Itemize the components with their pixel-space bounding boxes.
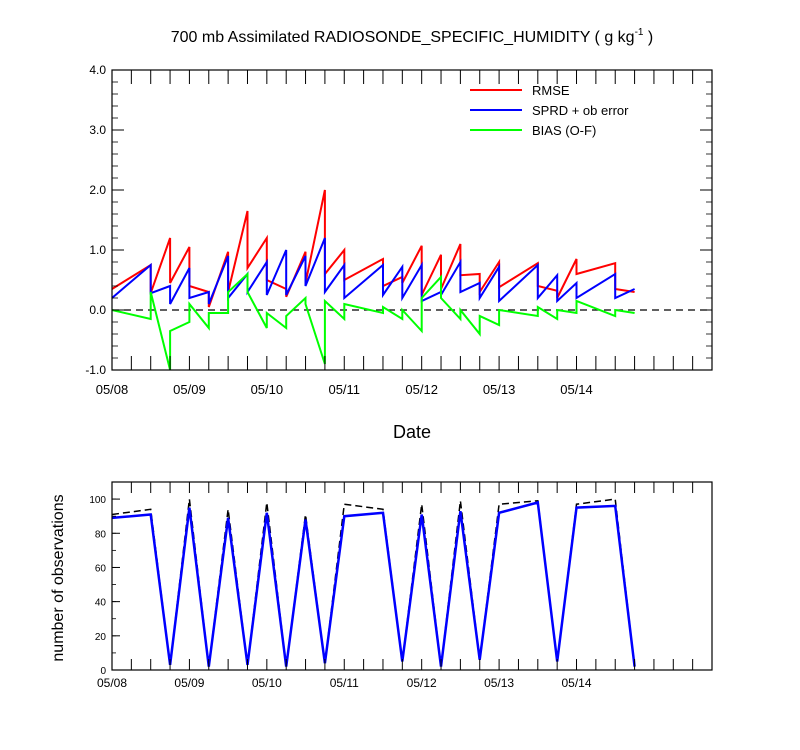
main-chart-x-tick-label: 05/10 [251,382,284,397]
main-chart-y-tick-label: 0.0 [89,303,106,317]
observations-chart-y-tick-label: 60 [95,563,107,574]
main-chart-series-layer [111,189,636,371]
main-chart-x-tick-label: 05/12 [405,382,438,397]
observations-chart-x-tick-label: 05/10 [252,676,282,690]
observations-chart-series-layer [111,498,636,667]
observations-chart-y-tick-label: 100 [89,495,106,506]
observations-chart-x-tick-label: 05/09 [174,676,204,690]
main-chart-y-tick-label: -1.0 [85,363,106,377]
main-chart-x-tick-label: 05/14 [560,382,593,397]
main-chart-x-tick-label: 05/13 [483,382,516,397]
observations-chart-plot-frame [111,481,713,671]
main-chart: 700 mb Assimilated RADIOSONDE_SPECIFIC_H… [85,27,713,442]
observations-chart-x-tick-label: 05/13 [484,676,514,690]
main-chart-x-axis-label: Date [393,422,431,442]
main-chart-y-tick-label: 4.0 [89,63,106,77]
main-chart-y-tick-label: 2.0 [89,183,106,197]
series-line-sprd-ob-error [111,237,636,305]
observations-chart-x-tick-label: 05/11 [330,676,359,690]
main-chart-x-tick-label: 05/09 [173,382,206,397]
legend-label: SPRD + ob error [532,103,629,118]
main-chart-y-tick-label: 1.0 [89,243,106,257]
observations-chart-y-tick-label: 0 [100,666,106,677]
main-chart-x-tick-label: 05/08 [96,382,129,397]
observations-chart-axes: 0 20 40 60 80 100 05/08 05/09 05/10 05/11 05/12 05/… [89,481,713,690]
main-chart-legend: RMSE SPRD + ob error BIAS (O-F) [470,83,629,138]
observations-chart-y-tick-label: 40 [95,598,107,609]
observations-chart-x-tick-label: 05/12 [407,676,437,690]
used-observations-line [111,500,636,667]
observations-chart-y-axis-label: number of observations [50,494,67,661]
main-chart-title: 700 mb Assimilated RADIOSONDE_SPECIFIC_H… [171,27,654,46]
main-chart-plot-frame [111,69,713,371]
main-chart-axes: -1.0 0.0 1.0 2.0 3.0 4.0 05/08 05/09 05/10 05/11 0… [85,63,713,397]
main-chart-x-tick-label: 05/11 [328,382,360,397]
observations-chart: 0 20 40 60 80 100 05/08 05/09 05/10 05/11 05/12 05/… [50,481,713,690]
observations-chart-x-tick-label: 05/14 [562,676,592,690]
observations-chart-y-tick-label: 80 [95,529,107,540]
main-chart-title-superscript: -1 [635,27,644,38]
legend-label: RMSE [532,83,570,98]
main-chart-y-tick-label: 3.0 [89,123,106,137]
observations-chart-x-tick-label: 05/08 [97,676,127,690]
legend-label: BIAS (O-F) [532,123,596,138]
series-line-bias-o-f [111,271,635,371]
observations-chart-y-tick-label: 20 [95,632,107,643]
